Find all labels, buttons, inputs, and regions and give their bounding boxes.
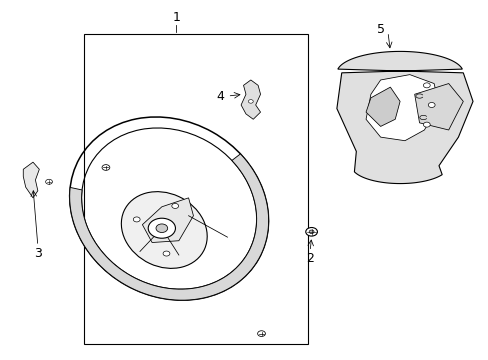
Ellipse shape [121, 192, 207, 268]
Circle shape [423, 83, 429, 88]
Circle shape [257, 331, 265, 337]
Circle shape [423, 122, 429, 127]
Circle shape [133, 217, 140, 222]
Polygon shape [366, 87, 399, 126]
Circle shape [248, 100, 253, 103]
Polygon shape [241, 80, 260, 119]
Bar [84, 33, 307, 344]
Text: 4: 4 [216, 90, 224, 103]
Circle shape [163, 251, 169, 256]
Polygon shape [366, 75, 438, 141]
Circle shape [156, 224, 167, 233]
Text: 5: 5 [376, 23, 384, 36]
Circle shape [148, 218, 175, 238]
Polygon shape [336, 51, 472, 184]
Text: 1: 1 [172, 11, 180, 24]
Polygon shape [142, 198, 193, 243]
Polygon shape [414, 84, 462, 130]
Polygon shape [69, 154, 268, 300]
Circle shape [308, 230, 313, 234]
Circle shape [171, 203, 178, 208]
Circle shape [45, 179, 52, 184]
Text: 2: 2 [305, 252, 313, 265]
Polygon shape [23, 162, 39, 198]
Circle shape [102, 165, 110, 170]
Text: 3: 3 [34, 247, 41, 260]
Circle shape [305, 228, 317, 236]
Circle shape [427, 103, 434, 108]
